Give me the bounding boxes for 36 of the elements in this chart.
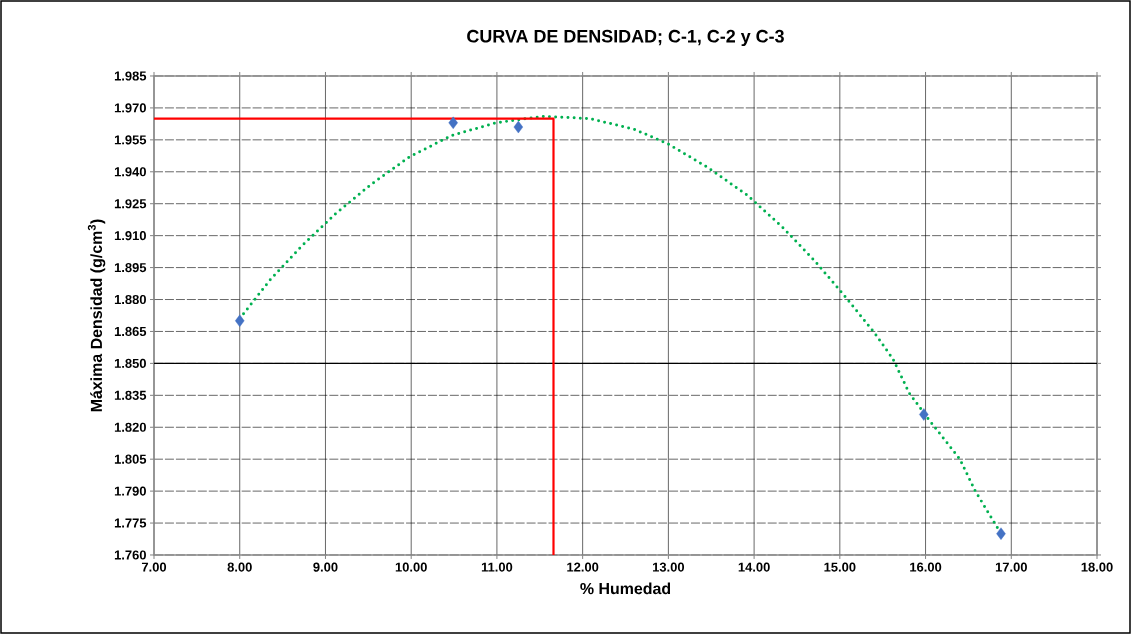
y-tick-label: 1.835 xyxy=(114,390,147,400)
y-tick-label: 1.955 xyxy=(114,135,147,145)
point xyxy=(996,527,1006,540)
x-tick-label: 17.00 xyxy=(995,562,1027,572)
x-tick-label: 14.00 xyxy=(738,562,770,572)
point xyxy=(919,408,929,421)
x-tick-label: 18.00 xyxy=(1081,562,1113,572)
x-tick-label: 13.00 xyxy=(652,562,685,572)
chart-title: CURVA DE DENSIDAD; C-1, C-2 y C-3 xyxy=(467,29,784,47)
x-tick-label: 7.00 xyxy=(141,562,167,572)
y-tick-label: 1.895 xyxy=(114,262,147,273)
point xyxy=(448,116,458,129)
y-tick-label: 1.880 xyxy=(114,294,146,305)
y-tick-label: 1.760 xyxy=(114,550,146,560)
y-tick-label: 1.805 xyxy=(114,454,147,464)
y-tick-label: 1.865 xyxy=(114,326,147,337)
x-tick-label: 12.00 xyxy=(567,562,599,572)
x-tick-label: 8.00 xyxy=(227,562,252,572)
point xyxy=(513,120,524,134)
y-tick-label: 1.790 xyxy=(114,486,146,496)
y-tick-label: 1.970 xyxy=(114,103,146,113)
y-tick-label: 1.985 xyxy=(114,71,147,81)
x-tick-label: 16.00 xyxy=(910,562,942,572)
y-tick-label: 1.850 xyxy=(114,358,146,368)
x-axis-title: % Humedad xyxy=(580,582,671,595)
y-tick-label: 1.775 xyxy=(114,518,147,528)
y-tick-label: 1.910 xyxy=(114,231,146,241)
point xyxy=(235,314,245,327)
y-tick-label: 1.940 xyxy=(114,167,146,177)
x-tick-label: 9.00 xyxy=(313,562,338,572)
y-axis-title: Máxima Densidad (g/cm$^{3}$) xyxy=(87,219,106,412)
x-tick-label: 15.00 xyxy=(824,562,856,572)
y-tick-label: 1.925 xyxy=(114,199,147,209)
x-tick-label: 11.00 xyxy=(481,562,513,572)
x-tick-label: 10.00 xyxy=(395,562,427,572)
y-tick-label: 1.820 xyxy=(114,422,146,432)
